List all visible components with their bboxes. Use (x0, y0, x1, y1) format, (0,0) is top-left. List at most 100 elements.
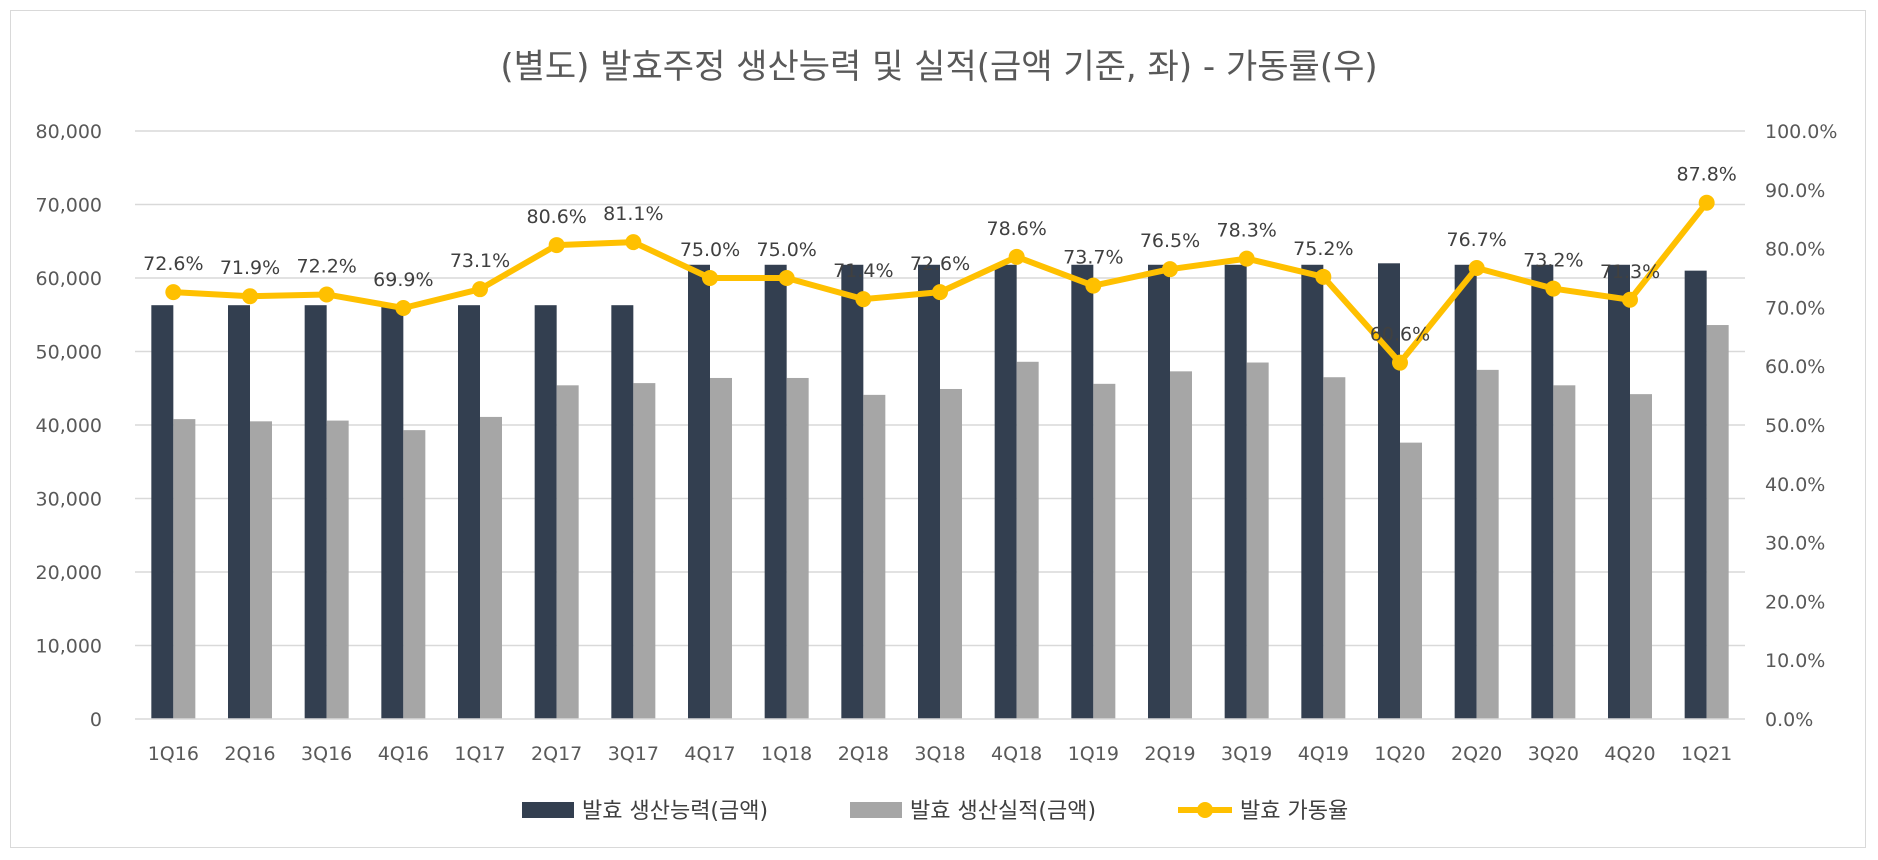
x-tick-label: 4Q19 (1298, 743, 1349, 765)
x-tick-label: 2Q16 (224, 743, 275, 765)
utilization-point (1008, 248, 1025, 265)
utilization-point (318, 286, 335, 303)
bar-capacity (1608, 264, 1630, 719)
bar-capacity (304, 305, 327, 719)
x-tick-label: 1Q19 (1068, 743, 1119, 765)
left-tick-label: 40,000 (36, 415, 102, 437)
right-tick-label: 20.0% (1765, 591, 1825, 613)
left-tick-label: 80,000 (36, 121, 102, 143)
legend-marker (1197, 802, 1213, 818)
utilization-point (165, 284, 182, 301)
bar-capacity (1148, 264, 1170, 719)
bar-output (633, 383, 656, 719)
bar-output (480, 416, 502, 719)
bar-capacity (1301, 264, 1324, 719)
utilization-label: 78.3% (1216, 220, 1276, 242)
bar-capacity (381, 305, 404, 719)
right-tick-label: 40.0% (1765, 474, 1825, 496)
line-series (165, 194, 1715, 371)
utilization-point (778, 270, 795, 286)
utilization-point (855, 291, 872, 308)
x-tick-label: 3Q16 (301, 743, 352, 765)
bar-capacity (994, 264, 1017, 719)
x-tick-label: 2Q19 (1144, 743, 1195, 765)
x-tick-label: 2Q20 (1451, 743, 1502, 765)
utilization-point (932, 284, 948, 301)
utilization-label: 87.8% (1676, 164, 1736, 186)
x-tick-label: 1Q20 (1374, 743, 1425, 765)
utilization-label: 71.3% (1600, 261, 1660, 283)
bar-output (556, 385, 579, 719)
bar-output (1170, 371, 1192, 719)
bar-output (1476, 369, 1499, 719)
bar-output (1630, 394, 1652, 719)
utilization-point (1698, 194, 1715, 211)
line-data-labels: 72.6% 71.9% 72.2% 69.9% 73.1% 80.6% 81.1% 75.0%… (143, 164, 1737, 346)
utilization-label: 76.5% (1140, 230, 1200, 252)
x-tick-label: 1Q16 (148, 743, 199, 765)
x-tick-label: 4Q16 (378, 743, 429, 765)
left-tick-label: 70,000 (36, 195, 102, 217)
utilization-label: 76.7% (1446, 229, 1506, 251)
utilization-point (1622, 291, 1638, 308)
x-tick-label: 1Q21 (1681, 743, 1732, 765)
bar-capacity (534, 305, 557, 719)
bar-capacity (1531, 264, 1554, 719)
bar-output (250, 421, 272, 719)
right-tick-label: 30.0% (1765, 533, 1825, 555)
bar-capacity (151, 305, 174, 719)
bar-capacity (1684, 270, 1707, 719)
bar-capacity (841, 264, 864, 719)
left-tick-label: 30,000 (36, 489, 102, 511)
bar-output (403, 430, 426, 719)
right-tick-label: 60.0% (1765, 356, 1825, 378)
bar-capacity (228, 305, 250, 719)
utilization-point (242, 288, 258, 305)
utilization-label: 78.6% (986, 218, 1046, 240)
left-tick-label: 0 (90, 709, 102, 731)
left-tick-label: 60,000 (36, 268, 102, 290)
bar-output (1246, 362, 1269, 719)
bar-output (786, 377, 809, 719)
utilization-label: 72.6% (143, 253, 203, 275)
legend-label: 발효 생산능력(금액) (582, 799, 768, 824)
bar-capacity (1071, 264, 1094, 719)
utilization-point (395, 299, 412, 316)
right-tick-label: 80.0% (1765, 239, 1825, 261)
bar-capacity (764, 264, 787, 719)
bar-capacity (1378, 263, 1400, 719)
left-tick-label: 50,000 (36, 342, 102, 364)
utilization-point (472, 281, 488, 298)
left-tick-label: 10,000 (36, 636, 102, 658)
chart-title: (별도) 발효주정 생산능력 및 실적(금액 기준, 좌) - 가동률(우) (500, 47, 1377, 87)
bar-output (940, 388, 962, 719)
bar-output (1323, 377, 1346, 719)
legend-swatch (522, 802, 574, 818)
legend-swatch (850, 802, 902, 818)
utilization-label: 75.0% (756, 239, 816, 261)
left-tick-label: 20,000 (36, 562, 102, 584)
bar-output (1016, 361, 1039, 719)
x-tick-label: 3Q20 (1528, 743, 1579, 765)
utilization-label: 69.9% (373, 269, 433, 291)
utilization-point (1392, 354, 1408, 371)
utilization-label: 81.1% (603, 203, 663, 225)
x-tick-label: 2Q17 (531, 743, 582, 765)
right-tick-label: 70.0% (1765, 297, 1825, 319)
x-tick-label: 3Q18 (914, 743, 965, 765)
x-axis-ticks: 1Q16 2Q16 3Q16 4Q16 1Q17 2Q17 3Q17 4Q17 1Q18 2Q18… (148, 743, 1733, 765)
utilization-label: 75.0% (680, 239, 740, 261)
utilization-label: 71.9% (220, 257, 280, 279)
x-tick-label: 4Q18 (991, 743, 1042, 765)
x-tick-label: 1Q17 (454, 743, 505, 765)
utilization-point (1238, 250, 1255, 267)
utilization-label: 73.7% (1063, 247, 1123, 269)
x-tick-label: 4Q20 (1604, 743, 1655, 765)
bar-output (1553, 385, 1576, 719)
bar-output (1706, 325, 1729, 719)
utilization-label: 80.6% (526, 206, 586, 228)
right-tick-label: 50.0% (1765, 415, 1825, 437)
bar-output (710, 377, 732, 719)
bar-capacity (918, 264, 940, 719)
